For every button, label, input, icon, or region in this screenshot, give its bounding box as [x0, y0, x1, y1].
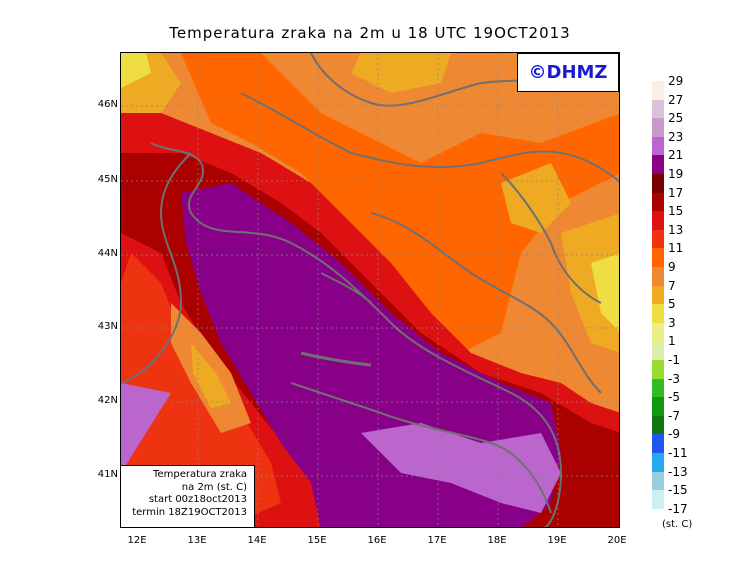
lon-label-20e: 20E [607, 535, 627, 546]
legend-swatch [652, 192, 664, 212]
legend-label: 27 [668, 92, 684, 107]
info-line-4: termin 18Z19OCT2013 [132, 506, 247, 518]
info-line-3: start 00z18oct2013 [148, 494, 247, 505]
legend-swatch [652, 490, 664, 509]
lon-label-15e: 15E [307, 535, 327, 546]
temperature-field [121, 53, 619, 527]
legend-swatch [652, 99, 664, 119]
legend-label: 7 [668, 278, 676, 293]
legend-label: 17 [668, 185, 684, 200]
legend-label: 13 [668, 222, 684, 237]
lon-label-18e: 18E [487, 535, 507, 546]
legend-label: 29 [668, 74, 684, 88]
lon-label-19e: 19E [547, 535, 567, 546]
east-cool-zone [561, 213, 619, 353]
legend-label: -1 [668, 353, 680, 367]
legend-swatch [652, 304, 664, 323]
legend-label: 21 [668, 148, 684, 163]
lon-label-12e: 12E [127, 535, 147, 546]
lat-label-43n: 43N [97, 321, 118, 332]
italy-coastline [121, 152, 192, 384]
legend-label: 1 [668, 334, 676, 349]
legend-swatch [652, 322, 664, 342]
inner-border [370, 212, 602, 394]
island-1 [300, 351, 372, 367]
tyrrhenian-sea [121, 383, 171, 473]
legend-swatch [652, 248, 664, 267]
lat-label-44n: 44N [97, 248, 118, 259]
info-line-2: na 2m (st. C) [181, 481, 247, 493]
legend-swatch [652, 267, 664, 286]
east-border [500, 172, 602, 304]
legend-swatch [652, 341, 664, 360]
gargano-coastline [290, 382, 552, 514]
island-2 [320, 272, 372, 304]
north-cool-patch [351, 53, 451, 93]
legend-label: 19 [668, 167, 684, 181]
legend-swatch [652, 155, 664, 174]
legend-swatch [652, 397, 664, 416]
map-title: Temperatura zraka na 2m u 18 UTC 19OCT20… [169, 24, 571, 42]
legend-swatch [652, 471, 664, 491]
apennine-coolest [191, 343, 231, 408]
legend-swatch [652, 136, 664, 156]
nw-coolest-zone [121, 53, 151, 88]
legend-label: -11 [668, 446, 688, 460]
legend-unit: (st. C) [662, 519, 693, 530]
legend-swatch [652, 211, 664, 230]
lon-label-13e: 13E [187, 535, 207, 546]
legend-swatch [652, 229, 664, 249]
legend-swatch [652, 285, 664, 305]
legend-swatch [652, 118, 664, 137]
legend-label: 5 [668, 297, 676, 312]
lat-label-42n: 42N [97, 395, 118, 406]
info-box: Temperatura zraka na 2m (st. C) start 00… [121, 465, 255, 527]
legend-swatch [652, 81, 664, 100]
legend-label: -15 [668, 483, 688, 498]
legend-label: -17 [668, 501, 688, 516]
temperature-map [120, 52, 620, 528]
lat-label-41n: 41N [97, 469, 118, 480]
legend-swatch [652, 415, 664, 435]
lon-label-16e: 16E [367, 535, 387, 546]
lon-label-17e: 17E [427, 535, 447, 546]
legend-label: -3 [668, 371, 680, 386]
legend-swatch [652, 453, 664, 472]
gargano-warm-zone [361, 423, 561, 513]
legend-label: -9 [668, 427, 680, 442]
legend-label: 25 [668, 111, 684, 126]
legend-label: -7 [668, 408, 680, 423]
legend-label: 11 [668, 241, 684, 256]
legend-label: 15 [668, 204, 684, 219]
north-border [240, 92, 619, 183]
lat-label-46n: 46N [97, 99, 118, 110]
info-line-1: Temperatura zraka [153, 469, 247, 480]
lat-label-45n: 45N [97, 174, 118, 185]
dhmz-logo: ©DHMZ [517, 53, 619, 92]
legend-label: 3 [668, 315, 676, 330]
east-coolest-zone [591, 253, 619, 331]
legend-swatch [652, 360, 664, 379]
legend-label: -5 [668, 390, 680, 405]
lon-label-14e: 14E [247, 535, 267, 546]
legend-label: 9 [668, 260, 676, 274]
legend-label: 23 [668, 129, 684, 144]
legend-swatch [652, 434, 664, 453]
legend-swatch [652, 174, 664, 193]
inland-cool-patch [501, 163, 571, 233]
graticule [121, 53, 619, 527]
legend-swatch [652, 378, 664, 398]
legend-label: -13 [668, 464, 688, 479]
